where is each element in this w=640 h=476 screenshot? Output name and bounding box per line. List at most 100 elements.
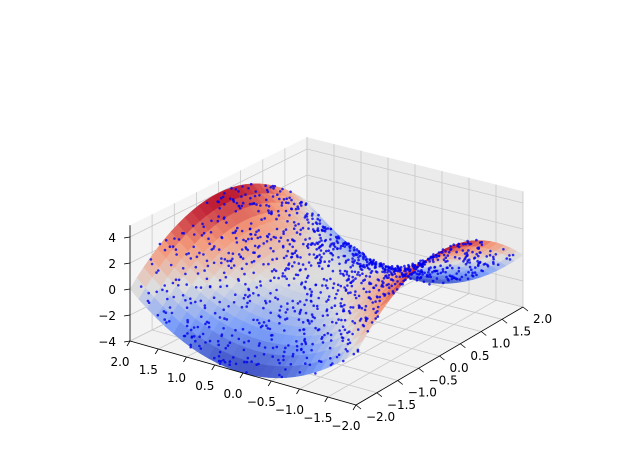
scatter-point — [186, 318, 189, 322]
scatter-point — [362, 253, 366, 256]
scatter-point — [213, 311, 217, 315]
scatter-point — [381, 266, 384, 269]
scatter-point — [449, 247, 453, 251]
scatter-point — [302, 242, 305, 246]
scatter-point — [366, 317, 369, 320]
scatter-point — [399, 282, 402, 286]
scatter-point — [170, 311, 174, 315]
scatter-point — [419, 259, 422, 263]
scatter-point — [287, 344, 290, 347]
scatter-point — [203, 306, 207, 310]
scatter-point — [183, 334, 187, 338]
scatter-point — [466, 239, 469, 243]
scatter-point — [415, 279, 419, 282]
scatter-point — [246, 248, 250, 252]
scatter-point — [404, 272, 408, 276]
scatter-point — [308, 363, 312, 367]
scatter-point — [336, 289, 340, 292]
scatter-point — [316, 229, 319, 232]
scatter-point — [450, 277, 454, 281]
scatter-point — [194, 286, 198, 289]
scatter-point — [262, 353, 266, 356]
scatter-point — [364, 274, 368, 278]
scatter-point — [348, 249, 352, 252]
scatter-point — [460, 275, 464, 279]
scatter-point — [353, 270, 357, 274]
scatter-point — [351, 306, 355, 309]
scatter-point — [229, 259, 232, 263]
scatter-point — [508, 254, 511, 257]
scatter-point — [243, 360, 246, 364]
scatter-point — [325, 249, 328, 253]
scatter-point — [366, 260, 369, 264]
scatter-point — [374, 284, 378, 287]
scatter-point — [371, 301, 375, 304]
scatter-point — [245, 360, 249, 364]
scatter-point — [157, 269, 160, 272]
scatter-point — [356, 328, 360, 331]
scatter-point — [168, 245, 172, 248]
scatter-point — [217, 354, 221, 358]
scatter-point — [289, 363, 293, 366]
scatter-point — [200, 234, 204, 237]
scatter-point — [308, 253, 311, 256]
scatter-point — [346, 342, 350, 346]
scatter-point — [363, 265, 367, 269]
y-tick-mark — [418, 367, 424, 373]
scatter-point — [278, 309, 282, 312]
scatter-point — [294, 224, 297, 227]
scatter-point — [235, 201, 239, 205]
z-tick-mark — [123, 262, 131, 265]
scatter-point — [262, 242, 266, 245]
scatter-point — [279, 236, 283, 239]
scatter-point — [308, 287, 312, 291]
scatter-point — [310, 320, 314, 323]
scatter-point — [311, 217, 314, 221]
scatter-point — [306, 218, 309, 221]
scatter-point — [492, 255, 495, 259]
scatter-point — [287, 201, 290, 205]
scatter-point — [225, 318, 229, 321]
scatter-point — [325, 308, 329, 311]
z-tick-mark — [123, 340, 131, 343]
scatter-point — [269, 292, 272, 295]
scatter-point — [241, 185, 244, 188]
scatter-point — [417, 273, 421, 276]
scatter-point — [275, 227, 279, 231]
x-tick-mark — [352, 404, 357, 411]
scatter-point — [283, 275, 287, 278]
scatter-point — [163, 318, 166, 321]
scatter-point — [186, 332, 189, 335]
scatter-point — [202, 225, 205, 229]
scatter-point — [508, 258, 512, 261]
x-tick-label: 1.5 — [139, 363, 158, 377]
scatter-point — [346, 284, 349, 287]
scatter-point — [350, 284, 354, 288]
scatter-point — [475, 252, 479, 256]
scatter-point — [321, 341, 325, 344]
x-tick-label: −1.0 — [275, 403, 304, 417]
scatter-point — [231, 198, 235, 201]
scatter-point — [455, 272, 459, 275]
scatter-point — [271, 355, 275, 358]
scatter-point — [252, 271, 255, 275]
scatter-point — [353, 246, 356, 249]
scatter-point — [310, 348, 313, 352]
scatter-point — [361, 272, 364, 276]
scatter-point — [378, 265, 382, 268]
scatter-point — [321, 314, 325, 318]
scatter-point — [378, 299, 382, 303]
scatter-point — [146, 299, 150, 303]
scatter-point — [376, 278, 380, 281]
scatter-point — [328, 260, 331, 263]
scatter-point — [345, 242, 348, 245]
scatter-point — [384, 265, 388, 268]
scatter-point — [321, 335, 324, 339]
scatter-point — [329, 339, 333, 342]
scatter-point — [458, 278, 462, 281]
scatter-point — [340, 318, 343, 322]
scatter-point — [242, 238, 245, 242]
scatter-point — [194, 265, 198, 269]
scatter-point — [304, 238, 307, 241]
scatter-point — [250, 360, 253, 363]
